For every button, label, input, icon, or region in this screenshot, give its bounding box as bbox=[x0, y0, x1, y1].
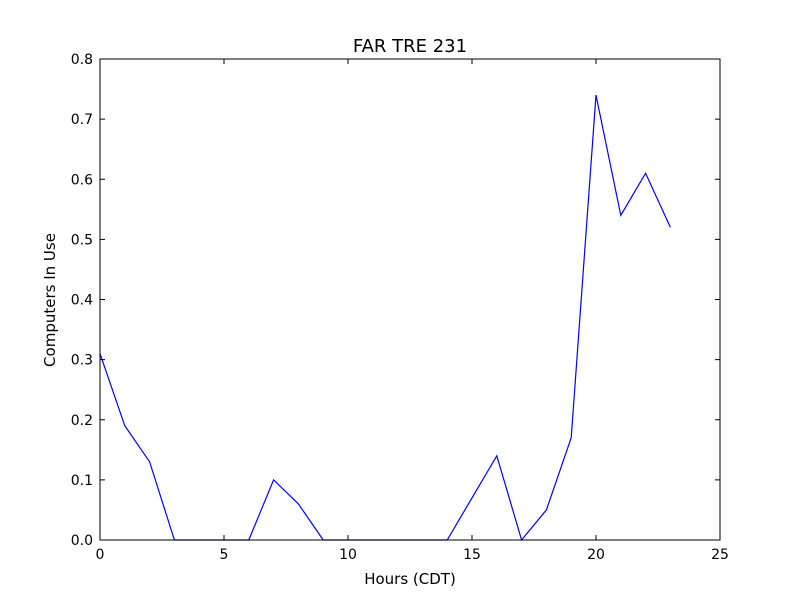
series-layer bbox=[99, 94, 671, 542]
x-axis-label: Hours (CDT) bbox=[364, 570, 456, 588]
x-tick-label: 20 bbox=[587, 547, 605, 563]
y-tick-label: 0.7 bbox=[71, 112, 93, 128]
series-line bbox=[99, 94, 671, 542]
y-tick-label: 0.4 bbox=[71, 293, 93, 309]
y-tick-label: 0.8 bbox=[71, 52, 93, 68]
x-tick-label: 5 bbox=[220, 547, 229, 563]
y-axis-ticks: 0.0 0.1 0.2 0.3 0.4 0.5 0.6 0.7 0.8 bbox=[71, 52, 720, 549]
y-tick-label: 0.0 bbox=[71, 533, 93, 549]
chart-title: FAR TRE 231 bbox=[353, 36, 467, 57]
x-axis-ticks: 0 5 10 15 20 25 bbox=[96, 59, 729, 563]
y-tick-label: 0.2 bbox=[71, 413, 93, 429]
plot-frame bbox=[99, 58, 721, 541]
plot-area: 0 5 10 15 20 25 0.0 0.1 0.2 0.3 0.4 0.5 0.6 0.7 0.8 bbox=[71, 52, 729, 563]
y-tick-label: 0.1 bbox=[71, 473, 93, 489]
y-tick-label: 0.6 bbox=[71, 172, 93, 188]
y-tick-label: 0.3 bbox=[71, 353, 93, 369]
x-tick-label: 10 bbox=[339, 547, 357, 563]
x-tick-label: 0 bbox=[96, 547, 105, 563]
x-tick-label: 15 bbox=[463, 547, 481, 563]
y-tick-label: 0.5 bbox=[71, 232, 93, 248]
x-tick-label: 25 bbox=[711, 547, 729, 563]
y-axis-label: Computers In Use bbox=[41, 233, 59, 367]
